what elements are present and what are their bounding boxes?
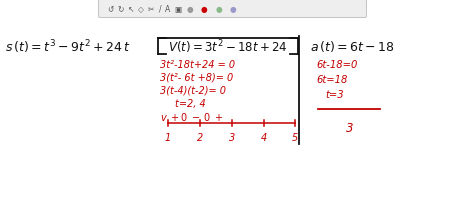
Text: $v\;+0\;-\;0\;+$: $v\;+0\;-\;0\;+$	[160, 110, 224, 122]
Text: $V(t)=3t^2-18t+24$: $V(t)=3t^2-18t+24$	[168, 38, 288, 55]
Text: 3(t²- 6t +8)= 0: 3(t²- 6t +8)= 0	[160, 73, 233, 83]
Text: t=2, 4: t=2, 4	[175, 99, 206, 109]
FancyBboxPatch shape	[99, 0, 366, 18]
Text: 3t²-18t+24 = 0: 3t²-18t+24 = 0	[160, 60, 235, 70]
Text: 3: 3	[229, 132, 235, 142]
Text: 5: 5	[292, 132, 298, 142]
Text: 1: 1	[165, 132, 171, 142]
Text: 2: 2	[197, 132, 203, 142]
Text: 6t=18: 6t=18	[316, 75, 347, 85]
Text: ↻: ↻	[118, 5, 124, 14]
Text: ●: ●	[187, 5, 193, 14]
Text: $s\,(t)= t^3-9t^2+24\,t$: $s\,(t)= t^3-9t^2+24\,t$	[5, 38, 131, 55]
Text: 6t-18=0: 6t-18=0	[316, 60, 357, 70]
Text: 4: 4	[261, 132, 267, 142]
Text: ✂: ✂	[148, 5, 154, 14]
Text: ●: ●	[216, 5, 222, 14]
Text: t=3: t=3	[325, 90, 344, 100]
Text: A: A	[165, 5, 171, 14]
Text: 3(t-4)(t-2)= 0: 3(t-4)(t-2)= 0	[160, 86, 226, 95]
Text: $a\,(t)=6t-18$: $a\,(t)=6t-18$	[310, 39, 395, 54]
Text: ◇: ◇	[138, 5, 144, 14]
Text: /: /	[159, 5, 161, 14]
Text: ▣: ▣	[174, 5, 182, 14]
Text: ↺: ↺	[107, 5, 113, 14]
Text: ●: ●	[230, 5, 237, 14]
Text: ↖: ↖	[128, 5, 134, 14]
Text: ●: ●	[201, 5, 207, 14]
Text: 3: 3	[346, 121, 354, 134]
